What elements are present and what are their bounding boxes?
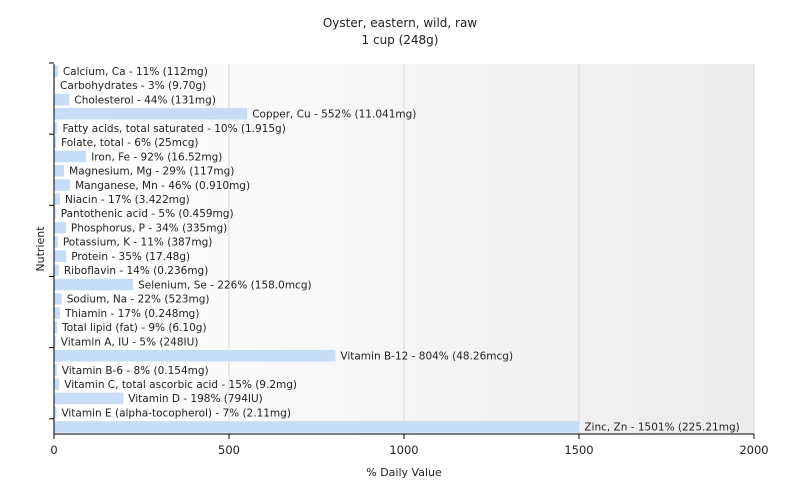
bar bbox=[54, 179, 71, 191]
x-tick-label: 0 bbox=[50, 443, 57, 457]
bar bbox=[54, 79, 56, 92]
bar bbox=[54, 122, 58, 134]
bar-labels: Calcium, Ca - 11% (112mg) Carbohydrates -… bbox=[60, 66, 740, 434]
bar-label: Niacin - 17% (3.422mg) bbox=[65, 194, 190, 206]
bar-label: Riboflavin - 14% (0.236mg) bbox=[64, 265, 208, 277]
bar bbox=[54, 307, 60, 319]
x-tick-labels: 0 500 1000 1500 2000 bbox=[50, 443, 768, 457]
bar-label: Phosphorus, P - 34% (335mg) bbox=[71, 222, 227, 234]
bars bbox=[54, 65, 580, 433]
gridlines bbox=[228, 64, 755, 434]
bar bbox=[54, 193, 60, 205]
bar-label: Vitamin B-12 - 804% (48.26mcg) bbox=[340, 351, 513, 363]
bar bbox=[54, 250, 67, 262]
bar bbox=[54, 108, 248, 120]
bar-label: Magnesium, Mg - 29% (117mg) bbox=[69, 166, 234, 178]
bar bbox=[54, 321, 58, 334]
bar bbox=[54, 364, 57, 376]
bar bbox=[54, 150, 87, 163]
bar-label: Potassium, K - 11% (387mg) bbox=[63, 237, 213, 249]
bar bbox=[54, 221, 66, 234]
bar-label: Vitamin B-6 - 8% (0.154mg) bbox=[62, 365, 209, 377]
x-tick-label: 2000 bbox=[739, 443, 768, 457]
bar-label: Vitamin A, IU - 5% (248IU) bbox=[61, 336, 199, 348]
bar-label: Iron, Fe - 92% (16.52mg) bbox=[91, 151, 222, 163]
bar-label: Pantothenic acid - 5% (0.459mg) bbox=[61, 208, 234, 220]
bar bbox=[54, 293, 62, 305]
bar bbox=[54, 335, 56, 348]
bar-label: Copper, Cu - 552% (11.041mg) bbox=[252, 109, 416, 121]
bar-label: Cholesterol - 44% (131mg) bbox=[74, 94, 216, 106]
bar-label: Vitamin D - 198% (794IU) bbox=[128, 393, 262, 405]
x-tick-label: 1000 bbox=[389, 443, 418, 457]
chart-title: Oyster, eastern, wild, raw bbox=[323, 16, 477, 30]
bar-label: Selenium, Se - 226% (158.0mcg) bbox=[138, 279, 312, 291]
bar-label: Zinc, Zn - 1501% (225.21mg) bbox=[584, 422, 739, 434]
bar-label: Carbohydrates - 3% (9.70g) bbox=[60, 80, 206, 92]
chart-subtitle: 1 cup (248g) bbox=[362, 33, 439, 47]
bar bbox=[54, 278, 134, 291]
bar-label: Sodium, Na - 22% (523mg) bbox=[67, 294, 210, 306]
bar bbox=[54, 136, 57, 149]
axes bbox=[49, 62, 755, 439]
bar bbox=[54, 421, 580, 433]
bar bbox=[54, 349, 336, 362]
bar bbox=[54, 164, 65, 177]
bar bbox=[54, 236, 58, 248]
bar-label: Vitamin C, total ascorbic acid - 15% (9.… bbox=[64, 379, 297, 391]
x-tick-label: 500 bbox=[218, 443, 240, 457]
y-axis-title: Nutrient bbox=[34, 226, 47, 272]
bar bbox=[54, 65, 58, 77]
bar-label: Calcium, Ca - 11% (112mg) bbox=[63, 66, 208, 78]
bar-label: Protein - 35% (17.48g) bbox=[71, 251, 190, 263]
bar bbox=[54, 378, 60, 390]
bar bbox=[54, 392, 124, 405]
bar bbox=[54, 207, 56, 220]
x-tick-label: 1500 bbox=[564, 443, 593, 457]
x-axis-title: % Daily Value bbox=[366, 466, 442, 479]
bar-label: Total lipid (fat) - 9% (6.10g) bbox=[61, 322, 206, 334]
bar-label: Folate, total - 6% (25mcg) bbox=[61, 137, 198, 149]
bar-label: Fatty acids, total saturated - 10% (1.91… bbox=[63, 123, 286, 135]
bar bbox=[54, 406, 57, 419]
bar-label: Vitamin E (alpha-tocopherol) - 7% (2.11m… bbox=[61, 407, 291, 419]
bar bbox=[54, 264, 59, 277]
bar-label: Thiamin - 17% (0.248mg) bbox=[64, 308, 200, 320]
bar bbox=[54, 93, 70, 106]
bar-label: Manganese, Mn - 46% (0.910mg) bbox=[75, 180, 250, 192]
